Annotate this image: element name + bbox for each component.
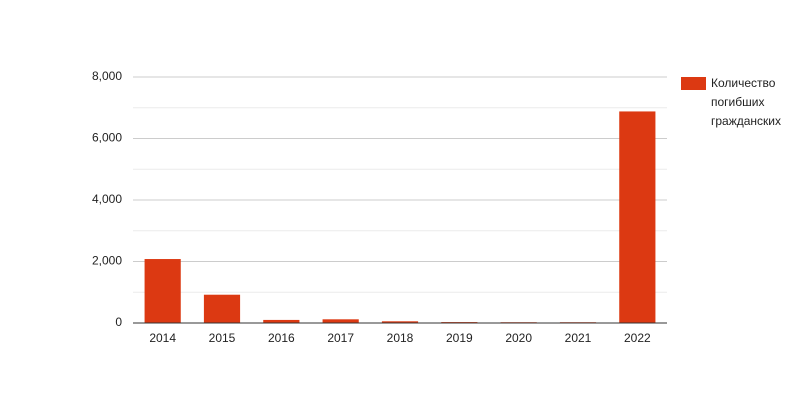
x-tick-label: 2015 <box>209 331 236 345</box>
bar <box>619 111 656 323</box>
legend-label: Количество погибших гражданских <box>711 76 782 128</box>
x-tick-label: 2019 <box>446 331 473 345</box>
y-tick-label: 8,000 <box>92 69 122 83</box>
y-tick-label: 6,000 <box>92 131 122 145</box>
bar <box>203 294 241 323</box>
bar <box>263 319 300 323</box>
x-tick-label: 2020 <box>505 331 532 345</box>
y-tick-label: 2,000 <box>92 254 122 268</box>
x-tick-label: 2016 <box>268 331 295 345</box>
x-tick-label: 2017 <box>327 331 354 345</box>
x-tick-label: 2022 <box>624 331 651 345</box>
y-tick-label: 0 <box>115 315 122 329</box>
bar <box>322 319 359 323</box>
bar <box>144 259 181 323</box>
y-tick-label: 4,000 <box>92 192 122 206</box>
legend: Количество погибших гражданских <box>681 74 800 131</box>
legend-swatch <box>681 77 706 90</box>
bar <box>381 321 419 323</box>
x-tick-label: 2018 <box>387 331 414 345</box>
x-tick-label: 2014 <box>149 331 176 345</box>
x-tick-label: 2021 <box>565 331 592 345</box>
